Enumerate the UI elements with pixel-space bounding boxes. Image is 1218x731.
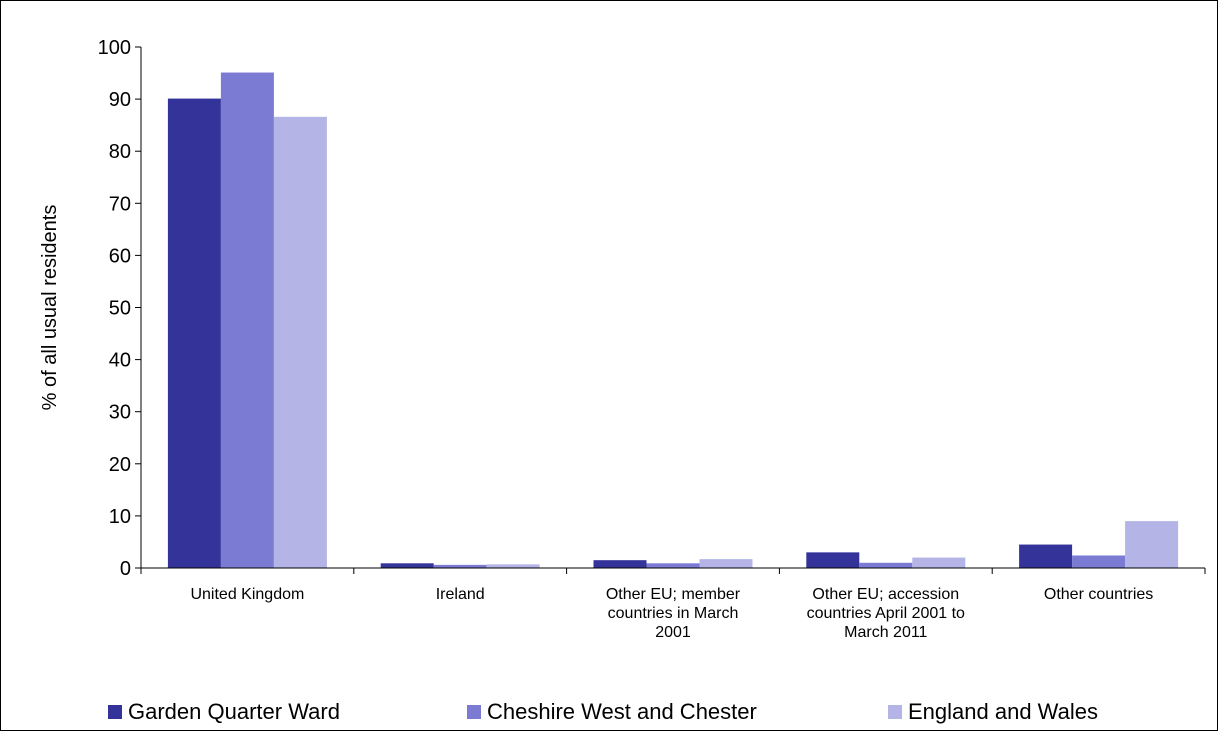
bar: [273, 116, 327, 569]
y-tick-label: 70: [109, 193, 131, 215]
x-tick-label: Ireland: [436, 586, 485, 603]
y-tick-label: 0: [120, 558, 131, 580]
legend-item-cheshire-west-and-chester: Cheshire West and Chester: [467, 697, 757, 727]
bar: [167, 98, 221, 568]
bar: [859, 562, 913, 568]
x-tick-label: Other EU; accession countries April 2001 …: [807, 586, 965, 641]
legend-swatch: [108, 705, 122, 719]
legend-swatch: [467, 705, 481, 719]
y-tick-label: 20: [109, 454, 131, 476]
bar: [1125, 521, 1179, 568]
bar: [1019, 544, 1073, 568]
x-tick-label: Other EU; member countries in March 2001: [606, 586, 741, 641]
legend-label: England and Wales: [908, 699, 1098, 724]
y-tick-label: 90: [109, 89, 131, 111]
bar: [486, 564, 540, 568]
y-tick-label: 100: [98, 37, 131, 59]
bar: [912, 557, 966, 568]
bar: [593, 560, 647, 568]
x-tick-label: United Kingdom: [190, 586, 304, 603]
y-axis-title: % of all usual residents: [39, 205, 61, 411]
y-tick-label: 80: [109, 141, 131, 163]
bar: [220, 72, 274, 569]
bar: [646, 563, 700, 568]
y-tick-label: 50: [109, 298, 131, 320]
legend-swatch: [888, 705, 902, 719]
legend-item-england-and-wales: England and Wales: [888, 697, 1098, 727]
y-tick-label: 60: [109, 245, 131, 267]
x-tick-label: Other countries: [1044, 586, 1153, 603]
y-tick-label: 30: [109, 402, 131, 424]
bar: [1072, 555, 1126, 568]
y-tick-label: 40: [109, 350, 131, 372]
legend-label: Cheshire West and Chester: [487, 699, 757, 724]
bar: [380, 563, 434, 568]
bar: [433, 564, 487, 568]
y-tick-label: 10: [109, 506, 131, 528]
bar: [699, 559, 753, 568]
legend-item-garden-quarter-ward: Garden Quarter Ward: [108, 697, 340, 727]
legend-label: Garden Quarter Ward: [128, 699, 340, 724]
bar: [806, 552, 860, 568]
